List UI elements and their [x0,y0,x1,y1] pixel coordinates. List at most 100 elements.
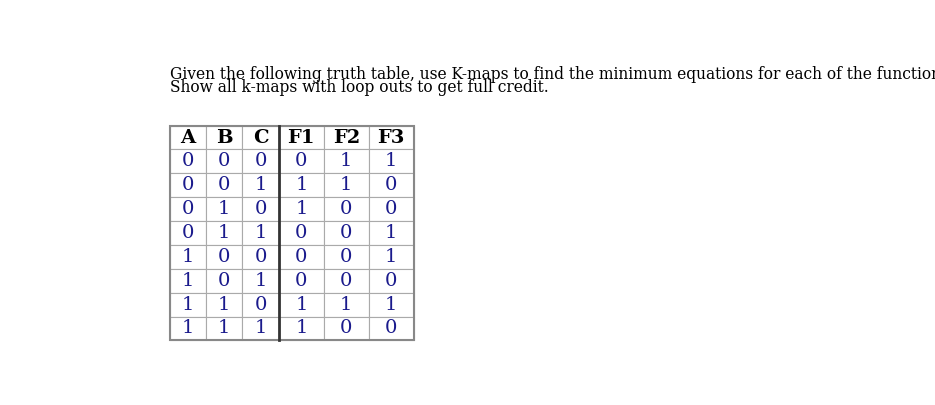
Bar [169,149,206,173]
Bar [206,269,242,293]
Text: 0: 0 [385,320,397,337]
Bar [169,126,413,341]
Bar [206,317,242,341]
Text: 0: 0 [385,200,397,218]
Text: F2: F2 [333,128,360,147]
Bar [279,269,324,293]
Bar [324,293,368,317]
Bar [279,293,324,317]
Text: 1: 1 [340,176,352,194]
Text: 0: 0 [181,176,194,194]
Bar [242,221,279,245]
Text: 1: 1 [218,320,230,337]
Text: 0: 0 [218,272,230,290]
Text: 1: 1 [295,320,308,337]
Text: 1: 1 [218,200,230,218]
Text: 1: 1 [254,272,266,290]
Text: 0: 0 [181,200,194,218]
Text: 0: 0 [385,176,397,194]
Text: 1: 1 [295,296,308,313]
Text: 0: 0 [340,272,352,290]
Bar [324,173,368,197]
Text: F1: F1 [288,128,315,147]
Text: 0: 0 [295,152,308,171]
Text: 0: 0 [340,320,352,337]
Text: 1: 1 [385,248,397,266]
Bar [242,317,279,341]
Bar [169,197,206,221]
Bar [368,269,413,293]
Text: 1: 1 [385,224,397,242]
Text: 0: 0 [181,224,194,242]
Text: 1: 1 [254,224,266,242]
Bar [368,221,413,245]
Text: 1: 1 [218,224,230,242]
Text: 0: 0 [385,272,397,290]
Text: 1: 1 [181,296,194,313]
Bar [368,173,413,197]
Bar [206,197,242,221]
Bar [368,245,413,269]
Text: 0: 0 [340,248,352,266]
Bar [206,149,242,173]
Text: 1: 1 [218,296,230,313]
Bar [242,269,279,293]
Bar [242,293,279,317]
Bar [279,149,324,173]
Text: 0: 0 [295,272,308,290]
Text: 0: 0 [218,152,230,171]
Bar [169,173,206,197]
Text: B: B [216,128,233,147]
Text: 1: 1 [295,200,308,218]
Bar [324,149,368,173]
Text: A: A [180,128,195,147]
Text: 0: 0 [218,248,230,266]
Bar [324,221,368,245]
Bar [242,197,279,221]
Text: 0: 0 [295,224,308,242]
Bar [324,197,368,221]
Text: 0: 0 [340,224,352,242]
Text: Given the following truth table, use K-maps to find the minimum equations for ea: Given the following truth table, use K-m… [169,66,935,83]
Text: 1: 1 [254,176,266,194]
Text: 1: 1 [340,152,352,171]
Bar [206,245,242,269]
Bar [206,173,242,197]
Text: Show all k-maps with loop outs to get full credit.: Show all k-maps with loop outs to get fu… [169,79,548,96]
Bar [279,221,324,245]
Bar [169,221,206,245]
Bar [169,317,206,341]
Text: 1: 1 [181,248,194,266]
Text: 1: 1 [254,320,266,337]
Bar [279,317,324,341]
Bar [368,126,413,149]
Bar [279,126,324,149]
Bar [279,173,324,197]
Text: 0: 0 [295,248,308,266]
Bar [279,197,324,221]
Text: 1: 1 [385,152,397,171]
Bar [368,197,413,221]
Text: C: C [252,128,268,147]
Bar [324,126,368,149]
Text: 0: 0 [181,152,194,171]
Bar [324,269,368,293]
Bar [242,149,279,173]
Bar [368,149,413,173]
Text: 1: 1 [340,296,352,313]
Bar [169,293,206,317]
Text: 0: 0 [218,176,230,194]
Text: 1: 1 [295,176,308,194]
Bar [242,173,279,197]
Bar [279,245,324,269]
Bar [206,221,242,245]
Bar [206,293,242,317]
Bar [206,126,242,149]
Bar [324,245,368,269]
Text: 0: 0 [254,248,266,266]
Bar [324,317,368,341]
Bar [242,245,279,269]
Text: 1: 1 [385,296,397,313]
Text: 0: 0 [254,152,266,171]
Bar [368,317,413,341]
